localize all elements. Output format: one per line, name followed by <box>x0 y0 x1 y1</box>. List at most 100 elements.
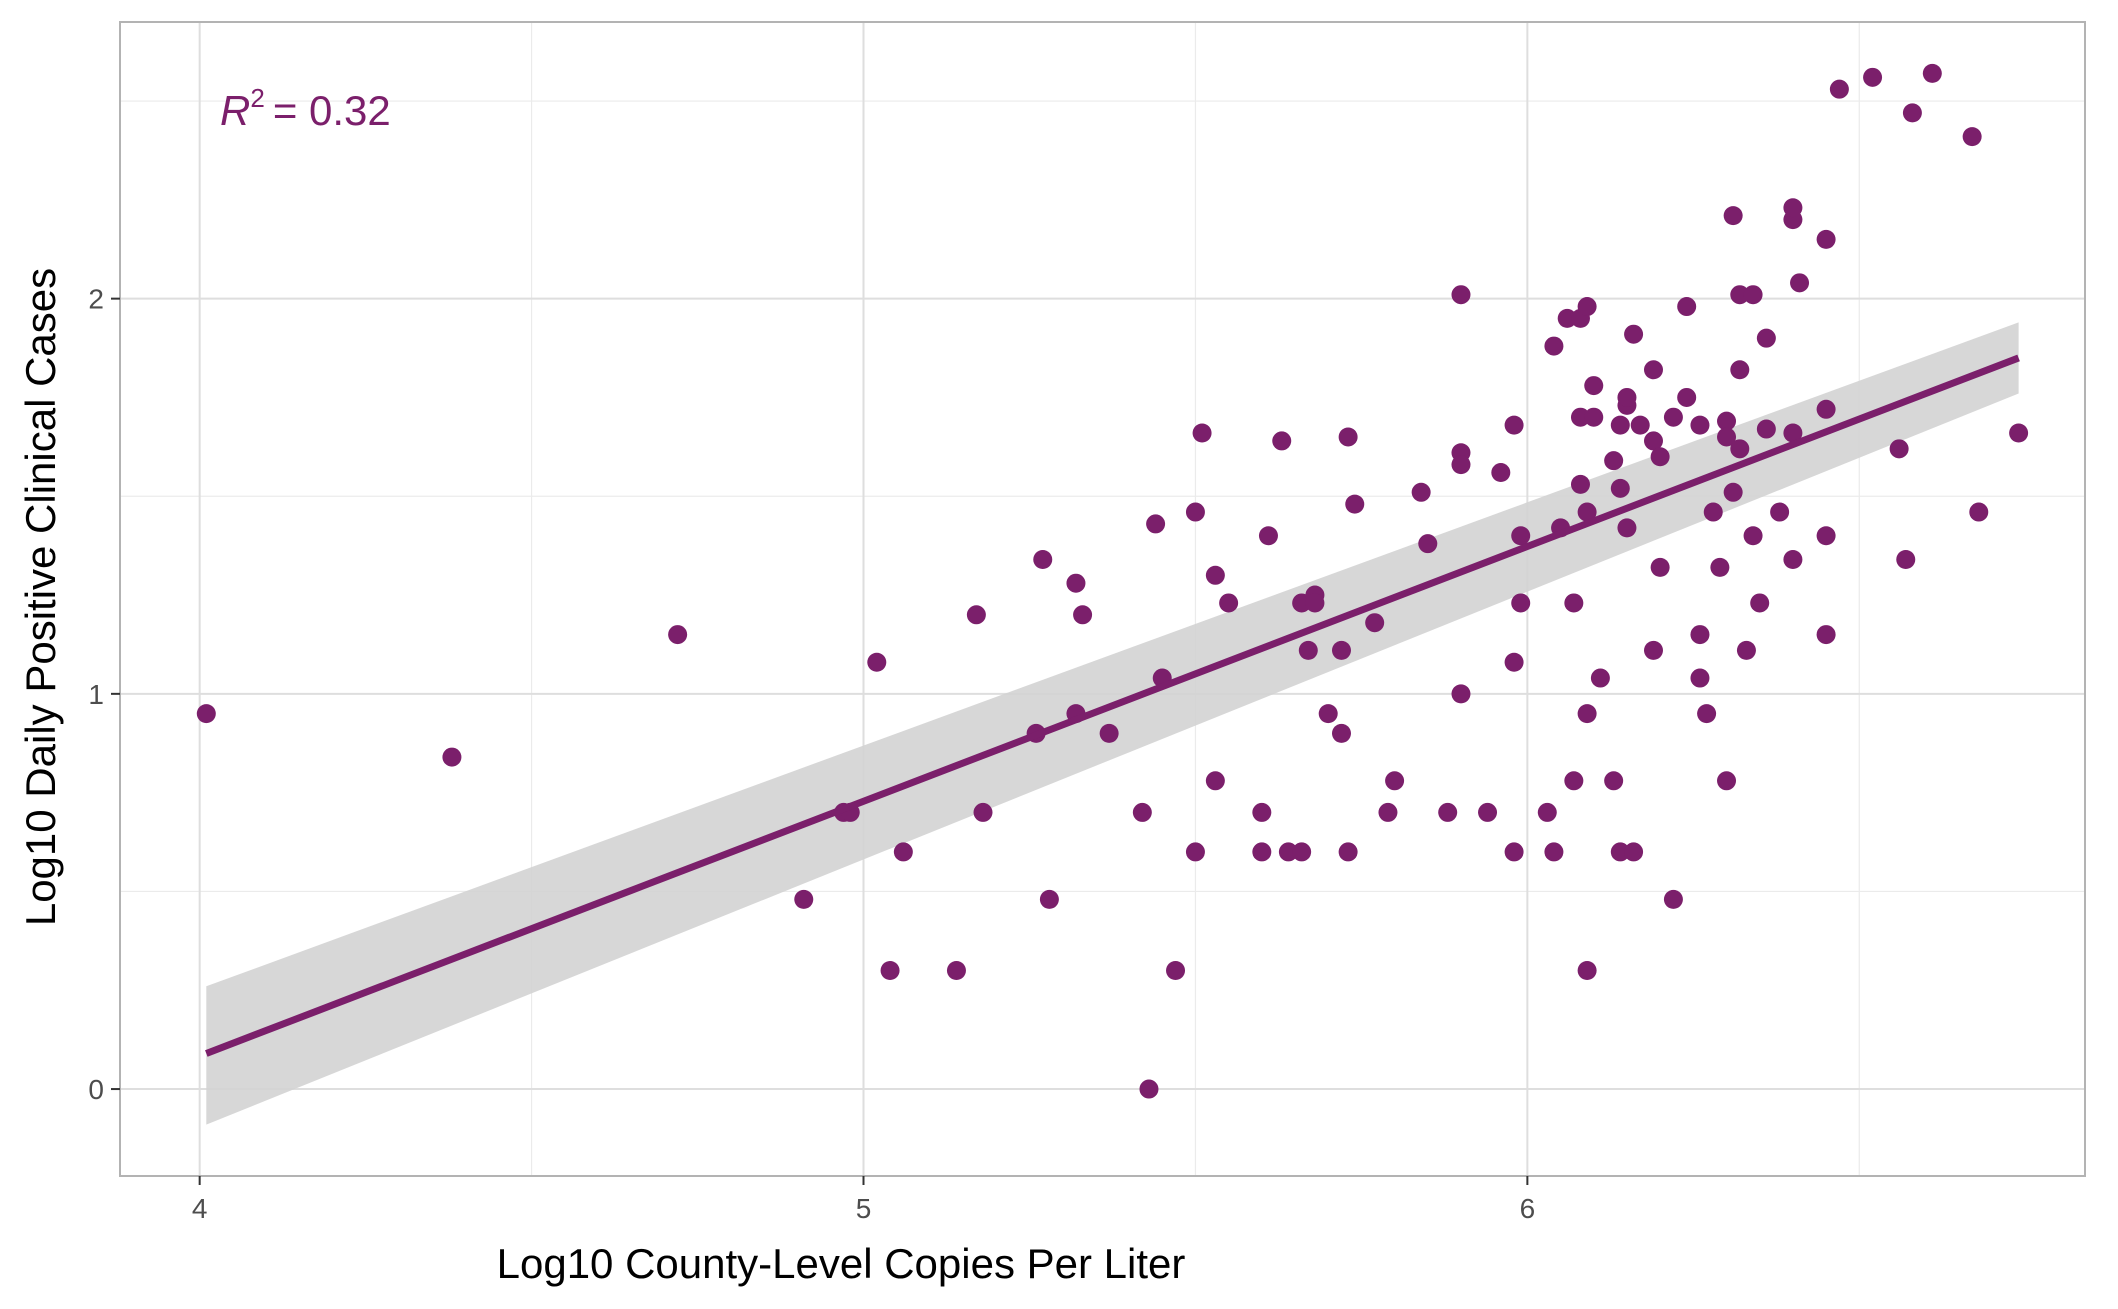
regression-line-layer <box>205 354 2020 1057</box>
data-point <box>1690 668 1710 688</box>
data-point <box>1617 387 1637 407</box>
data-point <box>1205 565 1225 585</box>
data-point <box>1624 842 1644 862</box>
data-point <box>668 625 688 645</box>
data-point <box>1345 494 1365 514</box>
data-point <box>1829 79 1849 99</box>
x-tick-label: 5 <box>856 1193 872 1224</box>
data-point <box>1411 482 1431 502</box>
x-tick-label: 6 <box>1520 1193 1536 1224</box>
data-point <box>1816 625 1836 645</box>
data-point <box>1511 593 1531 613</box>
data-point <box>1584 376 1604 396</box>
data-point <box>442 747 462 767</box>
data-point <box>1039 889 1059 909</box>
data-point <box>1650 447 1670 467</box>
data-point <box>867 652 887 672</box>
r-squared-annotation: R2 = 0.32 <box>220 83 391 134</box>
data-point <box>1730 439 1750 459</box>
data-point <box>1564 771 1584 791</box>
data-point <box>1166 960 1186 980</box>
r-symbol: R <box>220 87 250 134</box>
data-point <box>1584 407 1604 427</box>
data-point <box>1643 360 1663 380</box>
regression-line <box>205 354 2020 1057</box>
data-point <box>1902 103 1922 123</box>
data-point <box>1610 478 1630 498</box>
data-point <box>1278 842 1298 862</box>
data-point <box>880 960 900 980</box>
data-point <box>1863 67 1883 87</box>
data-point <box>1438 802 1458 822</box>
data-point <box>1624 324 1644 344</box>
y-axis-title: Log10 Daily Positive Clinical Cases <box>17 268 64 926</box>
data-point <box>1451 684 1471 704</box>
r-exponent: 2 <box>250 83 264 113</box>
data-point <box>1783 423 1803 443</box>
data-point <box>1790 273 1810 293</box>
data-point <box>1504 652 1524 672</box>
data-point <box>1650 557 1670 577</box>
data-point <box>1690 625 1710 645</box>
data-point <box>1099 723 1119 743</box>
y-tick-label: 2 <box>88 284 104 315</box>
data-point <box>946 960 966 980</box>
data-point <box>1896 549 1916 569</box>
data-point <box>1331 640 1351 660</box>
axis-tick-labels: 4 5 6 0 1 2 <box>88 284 1535 1224</box>
data-point <box>196 704 216 724</box>
data-point <box>1577 960 1597 980</box>
data-point <box>1504 415 1524 435</box>
data-point <box>893 842 913 862</box>
data-point <box>1331 723 1351 743</box>
data-point <box>1610 415 1630 435</box>
data-point <box>966 605 986 625</box>
data-point <box>973 802 993 822</box>
x-axis-title: Log10 County-Level Copies Per Liter <box>497 1240 1186 1287</box>
data-point <box>1451 455 1471 475</box>
data-point <box>1577 297 1597 317</box>
data-point <box>1272 431 1292 451</box>
data-point <box>1710 557 1730 577</box>
data-point <box>1630 415 1650 435</box>
data-point <box>1723 206 1743 226</box>
data-point <box>1570 474 1590 494</box>
panel-border <box>119 21 2086 1177</box>
data-point <box>1318 704 1338 724</box>
data-point <box>1717 771 1737 791</box>
data-point <box>1338 427 1358 447</box>
data-point <box>1969 502 1989 522</box>
data-point <box>1922 63 1942 83</box>
data-point <box>1610 842 1630 862</box>
data-point <box>1962 127 1982 147</box>
data-point <box>1252 842 1272 862</box>
data-point <box>1743 285 1763 305</box>
data-point <box>2009 423 2029 443</box>
data-point <box>1577 704 1597 724</box>
data-point <box>1418 534 1438 554</box>
data-point <box>794 889 814 909</box>
data-point <box>1544 842 1564 862</box>
data-points <box>196 63 2029 1099</box>
data-point <box>1185 502 1205 522</box>
data-point <box>1033 549 1053 569</box>
data-point <box>1504 842 1524 862</box>
data-point <box>1298 640 1318 660</box>
data-point <box>1663 407 1683 427</box>
data-point <box>1703 502 1723 522</box>
data-point <box>1511 526 1531 546</box>
data-point <box>1717 427 1737 447</box>
data-point <box>1756 328 1776 348</box>
data-point <box>1564 593 1584 613</box>
data-point <box>1736 640 1756 660</box>
data-point <box>1385 771 1405 791</box>
data-point <box>1537 802 1557 822</box>
data-point <box>1889 439 1909 459</box>
data-point <box>1365 613 1385 633</box>
data-point <box>1132 802 1152 822</box>
data-point <box>1663 889 1683 909</box>
data-point <box>1185 842 1205 862</box>
data-point <box>1258 526 1278 546</box>
data-point <box>1770 502 1790 522</box>
data-point <box>1570 407 1590 427</box>
